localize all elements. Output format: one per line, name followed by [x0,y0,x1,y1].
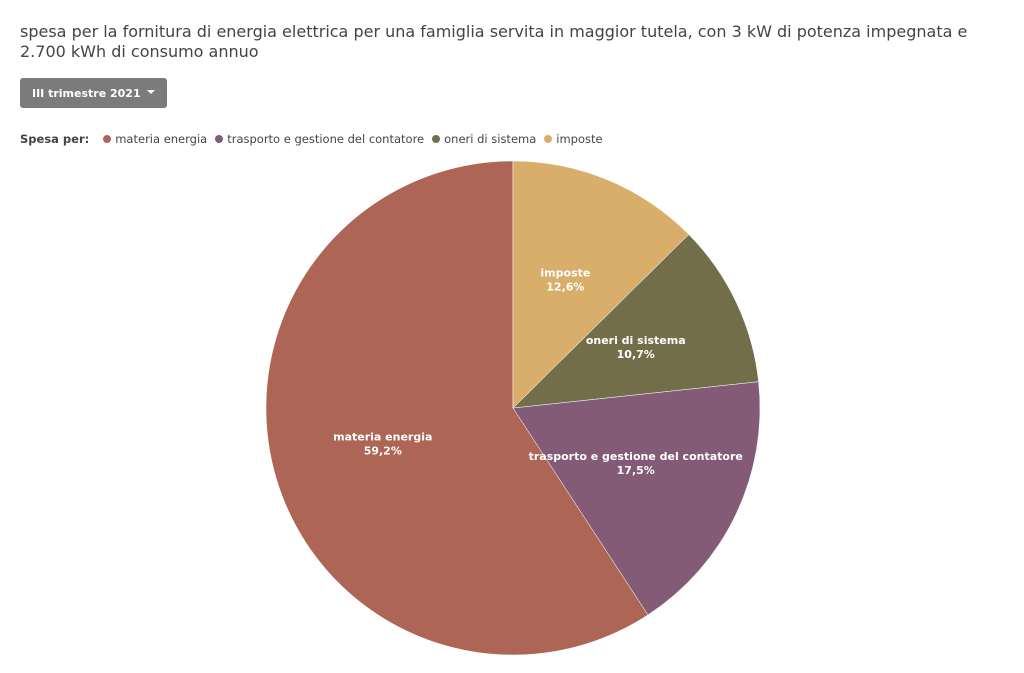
pie-slice [512,160,690,409]
slice-label: trasporto e gestione del contatore [529,450,743,463]
pie-slice [265,160,649,656]
legend-swatch [215,135,224,143]
pie-slice [512,381,761,616]
chart-title: spesa per la fornitura di energia elettr… [20,22,968,61]
legend: Spesa per: materia energia trasporto e ges… [20,132,603,146]
slice-label: imposte [540,267,590,280]
pie-slice [512,234,759,409]
slice-value: 12,6% [546,281,584,294]
slice-label: oneri di sistema [586,334,686,347]
period-dropdown[interactable]: III trimestre 2021 [20,78,167,108]
legend-label: materia energia [115,132,208,146]
legend-swatch [432,135,441,143]
legend-label: trasporto e gestione del contatore [227,132,425,146]
slice-value: 59,2% [364,445,402,458]
legend-swatch [544,135,553,143]
legend-label: oneri di sistema [444,132,537,146]
legend-item[interactable]: imposte [544,132,603,146]
slice-value: 10,7% [617,348,655,361]
legend-item[interactable]: trasporto e gestione del contatore [215,132,424,146]
legend-item[interactable]: materia energia [103,132,207,146]
legend-swatch [103,135,112,143]
legend-item[interactable]: oneri di sistema [432,132,536,146]
legend-title: Spesa per: [20,132,90,146]
slice-value: 17,5% [617,464,655,477]
legend-label: imposte [556,132,603,146]
slice-label: materia energia [333,431,432,444]
